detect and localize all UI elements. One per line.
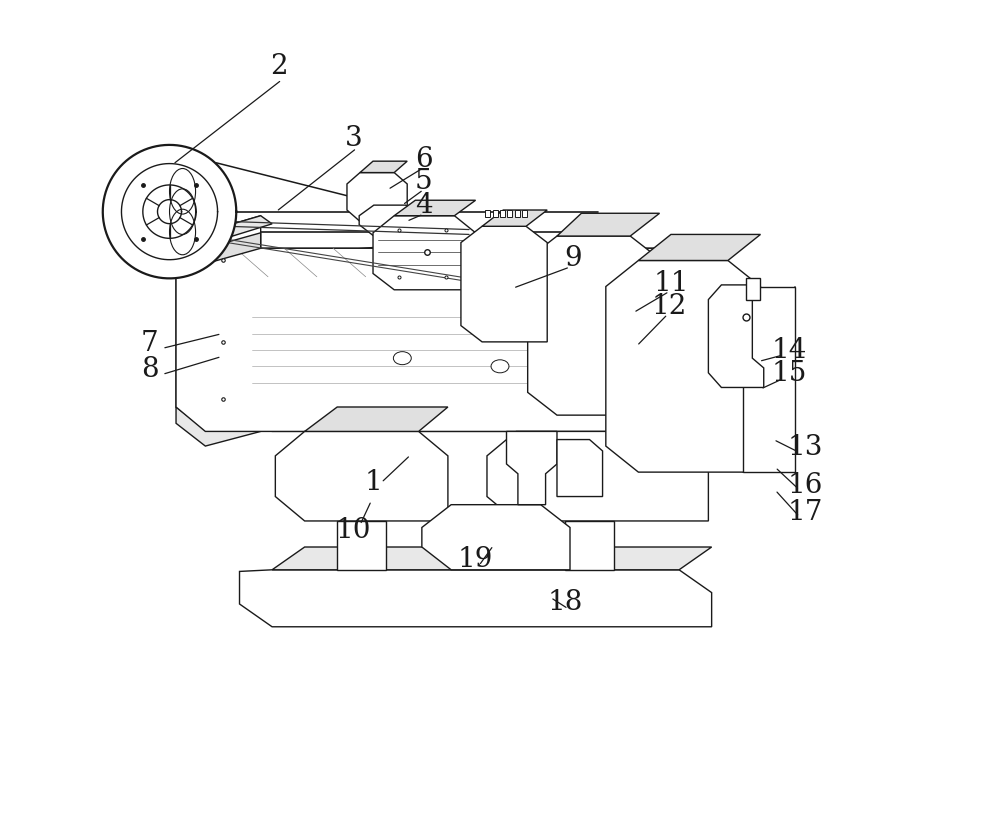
Text: 2: 2 — [270, 53, 287, 81]
Polygon shape — [373, 216, 476, 290]
Polygon shape — [565, 521, 614, 570]
Polygon shape — [485, 210, 490, 217]
Text: 1: 1 — [365, 469, 383, 497]
Polygon shape — [557, 440, 603, 497]
Polygon shape — [482, 210, 547, 226]
Text: 9: 9 — [564, 245, 582, 273]
Text: 11: 11 — [653, 269, 689, 297]
Polygon shape — [746, 278, 760, 300]
Polygon shape — [240, 277, 744, 456]
Polygon shape — [360, 161, 407, 173]
Polygon shape — [275, 431, 448, 521]
Ellipse shape — [491, 360, 509, 373]
Polygon shape — [708, 285, 764, 387]
Text: 16: 16 — [788, 471, 823, 499]
Polygon shape — [507, 210, 512, 217]
Polygon shape — [394, 200, 476, 216]
Text: 10: 10 — [336, 517, 371, 545]
Text: 5: 5 — [415, 168, 432, 195]
Polygon shape — [638, 234, 760, 260]
Polygon shape — [205, 233, 261, 264]
Polygon shape — [103, 145, 236, 278]
Text: 6: 6 — [415, 146, 432, 173]
Polygon shape — [704, 248, 744, 456]
Polygon shape — [305, 407, 448, 431]
Polygon shape — [522, 210, 527, 217]
Polygon shape — [743, 287, 795, 472]
Text: 18: 18 — [547, 589, 583, 616]
Text: 8: 8 — [141, 356, 159, 383]
Polygon shape — [606, 260, 760, 472]
Polygon shape — [240, 570, 712, 627]
Text: 17: 17 — [788, 498, 823, 526]
Text: 7: 7 — [141, 330, 159, 357]
Text: 14: 14 — [771, 336, 807, 364]
Ellipse shape — [393, 352, 411, 365]
Polygon shape — [205, 248, 744, 277]
Text: 3: 3 — [345, 125, 362, 152]
Polygon shape — [493, 210, 498, 217]
Polygon shape — [205, 216, 272, 241]
Polygon shape — [507, 431, 557, 505]
Text: 15: 15 — [771, 360, 807, 387]
Polygon shape — [337, 521, 386, 570]
Polygon shape — [487, 431, 708, 521]
Ellipse shape — [166, 220, 189, 223]
Polygon shape — [422, 505, 570, 570]
Text: 19: 19 — [458, 545, 493, 573]
Polygon shape — [515, 210, 520, 217]
Polygon shape — [176, 216, 261, 430]
Polygon shape — [347, 173, 407, 221]
Polygon shape — [500, 210, 505, 217]
Polygon shape — [359, 205, 420, 236]
Polygon shape — [176, 248, 704, 431]
Polygon shape — [557, 213, 660, 236]
Text: 12: 12 — [652, 292, 687, 320]
Polygon shape — [272, 547, 712, 570]
Polygon shape — [176, 407, 261, 446]
Ellipse shape — [166, 200, 189, 204]
Polygon shape — [528, 236, 660, 415]
Polygon shape — [461, 226, 547, 342]
Text: 13: 13 — [788, 434, 823, 462]
Text: 4: 4 — [415, 192, 432, 220]
